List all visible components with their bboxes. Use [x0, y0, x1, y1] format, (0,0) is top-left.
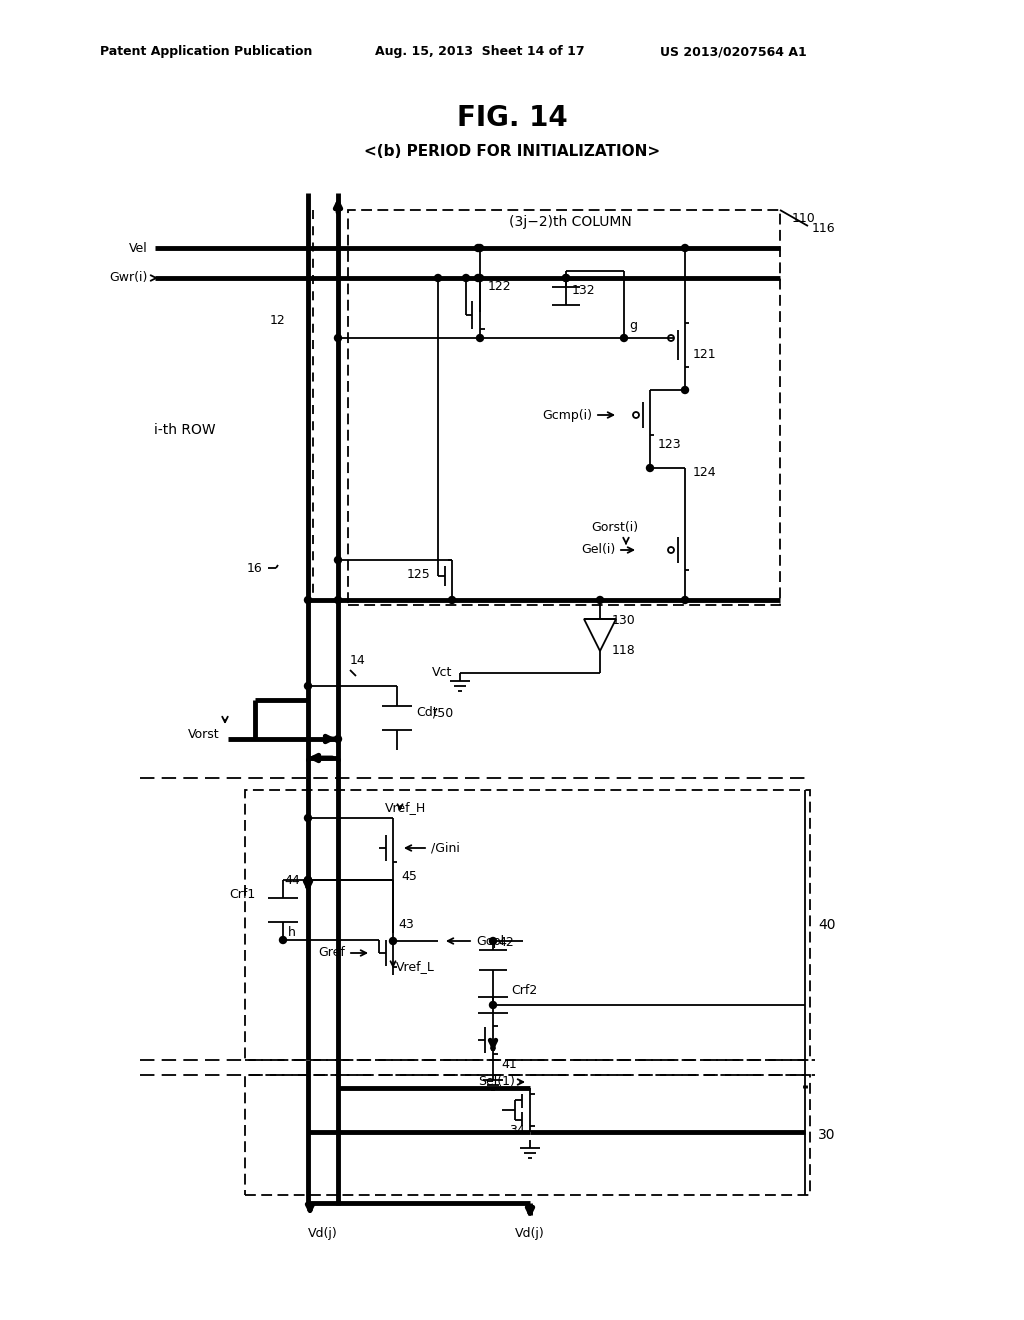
- Text: /Gini: /Gini: [431, 842, 460, 854]
- Text: 125: 125: [407, 569, 430, 582]
- Circle shape: [304, 682, 311, 689]
- Text: 118: 118: [612, 644, 636, 656]
- Circle shape: [476, 334, 483, 342]
- Text: Vorst: Vorst: [188, 729, 220, 742]
- Circle shape: [335, 735, 341, 742]
- Bar: [245, 1074, 810, 1195]
- Text: 121: 121: [693, 348, 717, 362]
- Text: h: h: [288, 925, 296, 939]
- Circle shape: [389, 937, 396, 945]
- Circle shape: [562, 275, 569, 281]
- Text: 124: 124: [693, 466, 717, 479]
- Text: Vref_L: Vref_L: [396, 961, 435, 974]
- Text: Vel: Vel: [129, 242, 148, 255]
- Text: 16: 16: [246, 561, 262, 574]
- Text: Vd(j): Vd(j): [308, 1226, 338, 1239]
- Text: 132: 132: [572, 284, 596, 297]
- Text: Cdt: Cdt: [416, 706, 437, 719]
- Circle shape: [335, 557, 341, 564]
- Circle shape: [335, 334, 341, 342]
- Circle shape: [682, 387, 688, 393]
- Text: Crf1: Crf1: [229, 888, 256, 902]
- Circle shape: [304, 876, 311, 883]
- Text: 44: 44: [285, 874, 300, 887]
- Text: 116: 116: [812, 222, 836, 235]
- Text: g: g: [629, 319, 637, 333]
- Text: US 2013/0207564 A1: US 2013/0207564 A1: [660, 45, 807, 58]
- Circle shape: [489, 937, 497, 945]
- Text: Gcpl: Gcpl: [476, 935, 504, 948]
- Text: Sel(1): Sel(1): [478, 1076, 515, 1089]
- Circle shape: [562, 275, 569, 281]
- Circle shape: [474, 275, 481, 281]
- Text: i-th ROW: i-th ROW: [155, 422, 216, 437]
- Circle shape: [304, 876, 311, 883]
- Text: 40: 40: [818, 917, 836, 932]
- Text: Vd(j): Vd(j): [515, 1226, 545, 1239]
- Text: Gel(i): Gel(i): [581, 544, 615, 557]
- Text: 41: 41: [501, 1059, 517, 1072]
- Bar: [245, 789, 810, 1060]
- Circle shape: [476, 275, 483, 281]
- Circle shape: [682, 597, 688, 603]
- Circle shape: [434, 275, 441, 281]
- Circle shape: [449, 597, 456, 603]
- Circle shape: [335, 597, 341, 603]
- Circle shape: [463, 275, 469, 281]
- Text: Crf2: Crf2: [511, 983, 538, 997]
- Circle shape: [474, 244, 481, 252]
- Circle shape: [597, 597, 603, 603]
- Circle shape: [476, 244, 483, 252]
- Text: Gref: Gref: [318, 946, 345, 960]
- Text: 14: 14: [350, 653, 366, 667]
- Text: 45: 45: [401, 870, 417, 883]
- Text: 110: 110: [792, 211, 816, 224]
- Text: 12: 12: [269, 314, 285, 326]
- Text: 130: 130: [612, 614, 636, 627]
- Circle shape: [304, 814, 311, 821]
- Text: Patent Application Publication: Patent Application Publication: [100, 45, 312, 58]
- Text: Vref_H: Vref_H: [385, 801, 426, 814]
- Circle shape: [646, 465, 653, 471]
- Text: Aug. 15, 2013  Sheet 14 of 17: Aug. 15, 2013 Sheet 14 of 17: [375, 45, 585, 58]
- Circle shape: [621, 334, 628, 342]
- Circle shape: [304, 597, 311, 603]
- Text: /50: /50: [433, 706, 454, 719]
- Text: (3j−2)th COLUMN: (3j−2)th COLUMN: [509, 215, 632, 228]
- Bar: [348, 210, 780, 605]
- Text: 34: 34: [509, 1123, 525, 1137]
- Text: 122: 122: [488, 281, 512, 293]
- Text: <(b) PERIOD FOR INITIALIZATION>: <(b) PERIOD FOR INITIALIZATION>: [364, 144, 660, 160]
- Text: 43: 43: [398, 919, 414, 932]
- Text: FIG. 14: FIG. 14: [457, 104, 567, 132]
- Circle shape: [489, 1002, 497, 1008]
- Text: Gorst(i): Gorst(i): [591, 521, 638, 535]
- Text: 123: 123: [658, 438, 682, 451]
- Text: Gcmp(i): Gcmp(i): [542, 408, 592, 421]
- Text: Gwr(i): Gwr(i): [110, 272, 148, 285]
- Circle shape: [682, 244, 688, 252]
- Text: 42: 42: [498, 936, 514, 949]
- Circle shape: [280, 936, 287, 944]
- Text: 30: 30: [818, 1129, 836, 1142]
- Text: Vct: Vct: [432, 667, 452, 680]
